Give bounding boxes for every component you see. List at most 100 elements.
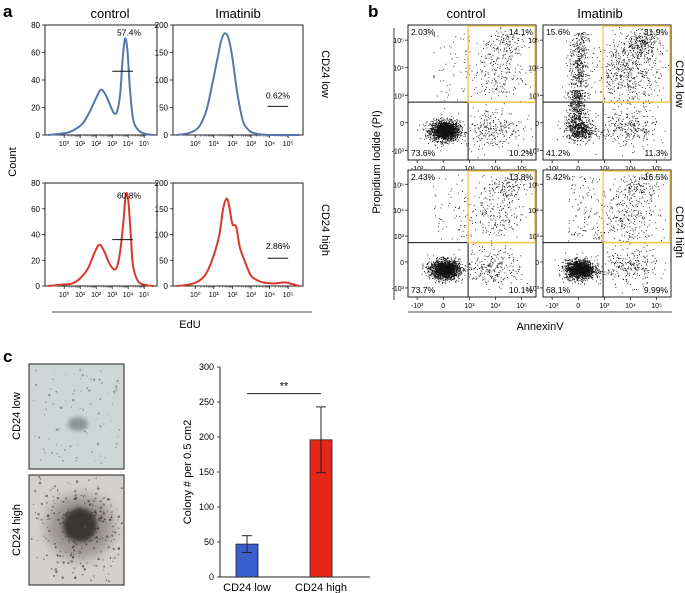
event-dot <box>577 33 578 35</box>
event-dot <box>651 39 652 40</box>
event-dot <box>634 111 636 113</box>
event-dot <box>508 58 510 60</box>
event-dot <box>463 124 465 126</box>
event-dot <box>659 60 661 62</box>
event-dot <box>491 138 493 140</box>
event-dot <box>447 125 449 127</box>
event-dot <box>569 114 571 116</box>
event-dot <box>574 104 576 105</box>
event-dot <box>428 136 430 138</box>
event-dot <box>612 88 614 90</box>
event-dot <box>574 137 576 139</box>
event-dot <box>640 64 642 66</box>
event-dot <box>503 84 505 85</box>
event-dot <box>497 126 499 128</box>
event-dot <box>578 95 580 97</box>
event-dot <box>469 127 471 129</box>
event-dot <box>617 86 619 88</box>
event-dot <box>615 50 617 52</box>
event-dot <box>610 91 612 93</box>
event-dot <box>454 136 456 138</box>
event-dot <box>577 127 579 129</box>
event-dot <box>581 78 583 80</box>
panel-a-y-label: Count <box>7 147 19 176</box>
event-dot <box>431 126 433 127</box>
event-dot <box>443 138 445 140</box>
event-dot <box>485 116 487 118</box>
event-dot <box>635 45 637 46</box>
event-dot <box>434 137 436 139</box>
event-dot <box>576 77 578 79</box>
event-dot <box>510 133 512 135</box>
event-dot <box>444 126 446 128</box>
event-dot <box>569 126 571 127</box>
event-dot <box>561 86 563 88</box>
event-dot <box>456 123 458 125</box>
event-dot <box>439 121 441 122</box>
event-dot <box>481 90 483 92</box>
event-dot <box>463 91 465 92</box>
event-dot <box>451 131 453 133</box>
event-dot <box>450 47 452 49</box>
event-dot <box>449 123 451 125</box>
event-dot <box>603 129 605 131</box>
event-dot <box>628 118 630 119</box>
event-dot <box>517 46 519 48</box>
event-dot <box>604 114 606 115</box>
event-dot <box>630 31 632 33</box>
event-dot <box>512 79 514 80</box>
event-dot <box>574 109 575 111</box>
event-dot <box>583 51 585 53</box>
event-dot <box>500 125 502 127</box>
event-dot <box>579 127 581 129</box>
event-dot <box>452 128 454 130</box>
event-dot <box>635 61 637 63</box>
x-tick-label: 10³ <box>107 292 118 299</box>
event-dot <box>573 121 575 123</box>
event-dot <box>618 87 620 89</box>
event-dot <box>570 125 572 127</box>
event-dot <box>440 133 442 135</box>
event-dot <box>433 77 435 78</box>
event-dot <box>635 86 637 87</box>
event-dot <box>523 138 525 140</box>
event-dot <box>644 44 646 46</box>
event-dot <box>445 137 447 139</box>
event-dot <box>638 34 640 36</box>
event-dot <box>661 52 663 54</box>
event-dot <box>621 112 623 114</box>
event-dot <box>628 59 630 61</box>
event-dot <box>458 128 460 130</box>
event-dot <box>439 120 440 122</box>
event-dot <box>444 131 445 133</box>
event-dot <box>581 116 583 118</box>
event-dot <box>608 87 609 89</box>
event-dot <box>511 122 513 124</box>
event-dot <box>434 139 436 141</box>
event-dot <box>453 124 455 126</box>
x-tick-label: 10¹ <box>75 292 86 299</box>
event-dot <box>443 69 445 70</box>
event-dot <box>586 131 588 133</box>
event-dot <box>442 122 444 124</box>
event-dot <box>585 126 587 128</box>
event-dot <box>490 125 492 127</box>
event-dot <box>425 125 427 126</box>
event-dot <box>564 129 566 131</box>
event-dot <box>508 36 510 38</box>
event-dot <box>438 139 440 140</box>
event-dot <box>587 111 588 113</box>
event-dot <box>632 87 634 89</box>
event-dot <box>577 116 579 118</box>
event-dot <box>438 135 440 137</box>
event-dot <box>586 132 588 134</box>
event-dot <box>431 129 433 130</box>
event-dot <box>581 104 583 106</box>
event-dot <box>579 96 581 98</box>
event-dot <box>442 123 443 124</box>
event-dot <box>504 127 506 128</box>
event-dot <box>570 51 571 53</box>
event-dot <box>512 77 514 79</box>
event-dot <box>577 86 579 88</box>
event-dot <box>577 97 579 99</box>
